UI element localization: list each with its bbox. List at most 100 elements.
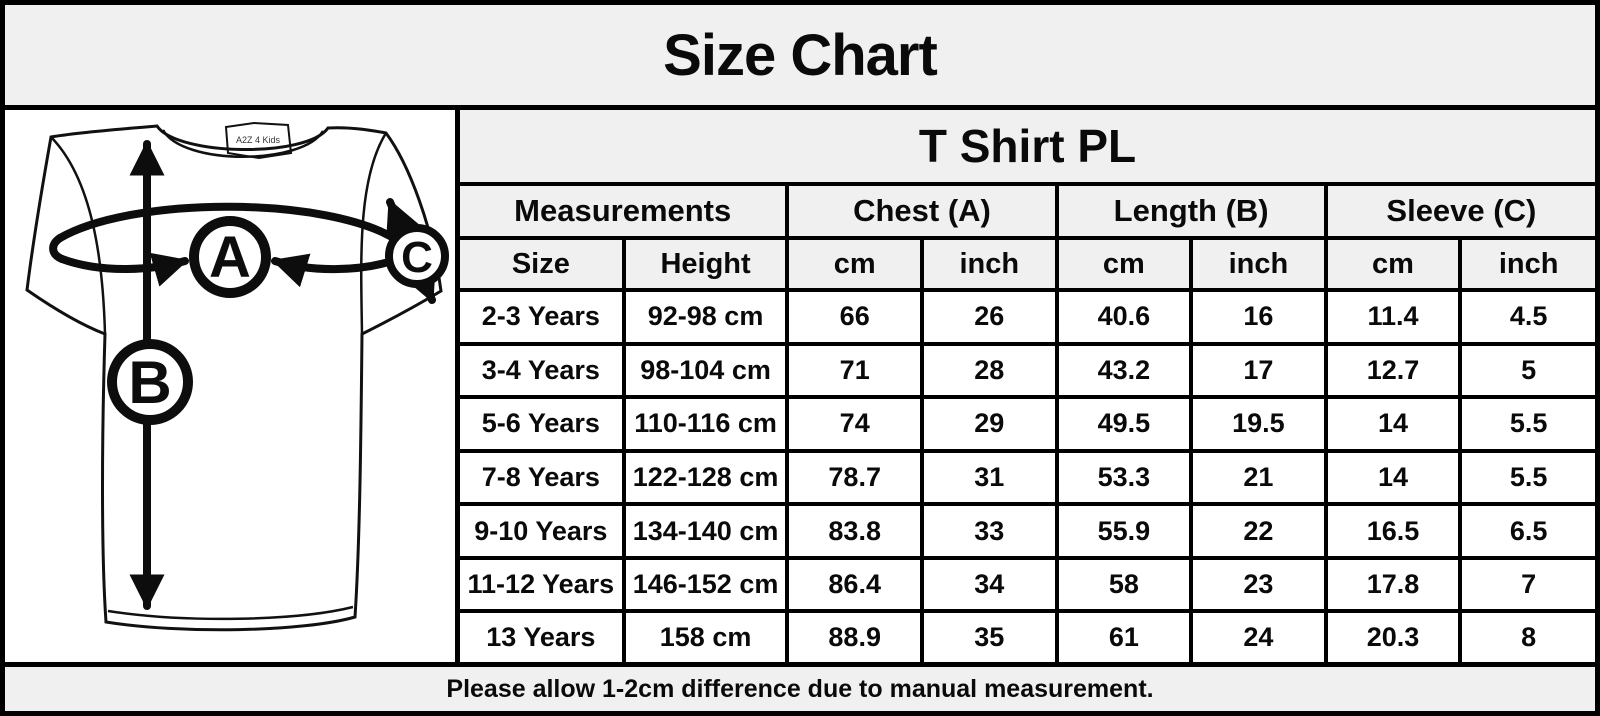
- size-value: 5-6 Years: [460, 395, 626, 453]
- size-value: 13 Years: [460, 609, 626, 662]
- chest-cm-value: 66: [785, 288, 924, 346]
- size-value: 9-10 Years: [460, 502, 626, 560]
- length-inch-value: 17: [1189, 341, 1328, 400]
- table-row: 3-4 Years 98-104 cm 71 28 43.2 17 12.7 5: [460, 341, 1595, 400]
- sleeve-inch-value: 6.5: [1458, 502, 1595, 560]
- height-value: 158 cm: [621, 609, 790, 662]
- chest-inch-value: 31: [919, 448, 1059, 507]
- length-inch-value: 21: [1189, 448, 1328, 507]
- brand-tag: [224, 121, 293, 160]
- chest-cm-value: 71: [785, 341, 924, 400]
- chest-arc-upper: [56, 202, 401, 244]
- column-header-sleeve-cm: cm: [1323, 236, 1463, 292]
- chest-arrow-right: [271, 253, 399, 288]
- table-row: 5-6 Years 110-116 cm 74 29 49.5 19.5 14 …: [460, 395, 1595, 453]
- column-header-sleeve-inch: inch: [1458, 236, 1595, 292]
- tshirt-outline: [25, 124, 443, 632]
- table-row: 11-12 Years 146-152 cm 86.4 34 58 23 17.…: [460, 555, 1595, 614]
- length-inch-value: 19.5: [1189, 395, 1328, 453]
- size-table: T Shirt PL Measurements Chest (A) Length…: [460, 110, 1595, 662]
- table-row: 7-8 Years 122-128 cm 78.7 31 53.3 21 14 …: [460, 448, 1595, 507]
- chest-inch-value: 34: [919, 555, 1059, 614]
- chest-label: A: [209, 225, 251, 290]
- group-header-measurements: Measurements: [460, 182, 790, 240]
- size-value: 3-4 Years: [460, 341, 626, 400]
- collar-inner-line: [161, 129, 325, 158]
- group-header-sleeve: Sleeve (C): [1323, 182, 1595, 240]
- length-inch-value: 23: [1189, 555, 1328, 614]
- sleeve-cm-value: 12.7: [1323, 341, 1463, 400]
- chest-label-circle: [189, 216, 271, 298]
- chest-arrow-left: [58, 252, 189, 287]
- size-table-panel: T Shirt PL Measurements Chest (A) Length…: [460, 110, 1595, 662]
- column-header-size: Size: [460, 236, 626, 292]
- sleeve-cm-value: 14: [1323, 395, 1463, 453]
- table-row: 2-3 Years 92-98 cm 66 26 40.6 16 11.4 4.…: [460, 288, 1595, 346]
- chest-inch-value: 35: [919, 609, 1059, 662]
- height-value: 134-140 cm: [621, 502, 790, 560]
- brand-tag-label: A2Z 4 Kids: [236, 135, 281, 145]
- length-cm-value: 49.5: [1054, 395, 1194, 453]
- group-header-length: Length (B): [1054, 182, 1328, 240]
- column-header-length-cm: cm: [1054, 236, 1194, 292]
- length-label: B: [128, 349, 171, 416]
- sleeve-cm-value: 11.4: [1323, 288, 1463, 346]
- column-header-chest-inch: inch: [919, 236, 1059, 292]
- product-title: T Shirt PL: [460, 110, 1595, 186]
- measurement-disclaimer: Please allow 1-2cm difference due to man…: [446, 674, 1154, 703]
- hem-line: [107, 605, 354, 621]
- chest-cm-value: 74: [785, 395, 924, 453]
- height-value: 92-98 cm: [621, 288, 790, 346]
- chest-cm-value: 83.8: [785, 502, 924, 560]
- sleeve-cm-value: 17.8: [1323, 555, 1463, 614]
- height-value: 122-128 cm: [621, 448, 790, 507]
- length-cm-value: 43.2: [1054, 341, 1194, 400]
- title-band: Size Chart: [5, 5, 1595, 110]
- length-cm-value: 40.6: [1054, 288, 1194, 346]
- length-cm-value: 58: [1054, 555, 1194, 614]
- size-value: 2-3 Years: [460, 288, 626, 346]
- length-inch-value: 16: [1189, 288, 1328, 346]
- height-value: 98-104 cm: [621, 341, 790, 400]
- group-header-row: Measurements Chest (A) Length (B) Sleeve…: [460, 182, 1595, 240]
- sleeve-inch-value: 7: [1458, 555, 1595, 614]
- tshirt-measurement-diagram: A2Z 4 Kids A B C: [25, 121, 449, 632]
- page-title: Size Chart: [663, 22, 938, 88]
- sleeve-inch-value: 5.5: [1458, 448, 1595, 507]
- sleeve-label-circle: [385, 224, 449, 288]
- length-inch-value: 24: [1189, 609, 1328, 662]
- size-value: 7-8 Years: [460, 448, 626, 507]
- length-inch-value: 22: [1189, 502, 1328, 560]
- sleeve-inch-value: 5.5: [1458, 395, 1595, 453]
- sleeve-cm-value: 16.5: [1323, 502, 1463, 560]
- column-header-chest-cm: cm: [785, 236, 924, 292]
- chest-cm-value: 78.7: [785, 448, 924, 507]
- main-area: A2Z 4 Kids A B C: [5, 110, 1595, 662]
- footer-band: Please allow 1-2cm difference due to man…: [5, 662, 1595, 711]
- height-value: 110-116 cm: [621, 395, 790, 453]
- chest-cm-value: 88.9: [785, 609, 924, 662]
- size-value: 11-12 Years: [460, 555, 626, 614]
- tshirt-diagram-panel: A2Z 4 Kids A B C: [5, 110, 460, 662]
- chest-inch-value: 29: [919, 395, 1059, 453]
- length-cm-value: 61: [1054, 609, 1194, 662]
- chest-inch-value: 26: [919, 288, 1059, 346]
- table-row: 9-10 Years 134-140 cm 83.8 33 55.9 22 16…: [460, 502, 1595, 560]
- sleeve-label: C: [401, 233, 433, 282]
- chest-cm-value: 86.4: [785, 555, 924, 614]
- group-header-chest: Chest (A): [785, 182, 1059, 240]
- length-cm-value: 53.3: [1054, 448, 1194, 507]
- sleeve-cm-value: 20.3: [1323, 609, 1463, 662]
- sub-header-row: Size Height cm inch cm inch cm inch: [460, 236, 1595, 292]
- column-header-length-inch: inch: [1189, 236, 1328, 292]
- chest-inch-value: 33: [919, 502, 1059, 560]
- chest-inch-value: 28: [919, 341, 1059, 400]
- length-cm-value: 55.9: [1054, 502, 1194, 560]
- sleeve-inch-value: 4.5: [1458, 288, 1595, 346]
- sleeve-cm-value: 14: [1323, 448, 1463, 507]
- column-header-height: Height: [621, 236, 790, 292]
- table-row: 13 Years 158 cm 88.9 35 61 24 20.3 8: [460, 609, 1595, 662]
- length-label-circle: [107, 339, 193, 425]
- height-value: 146-152 cm: [621, 555, 790, 614]
